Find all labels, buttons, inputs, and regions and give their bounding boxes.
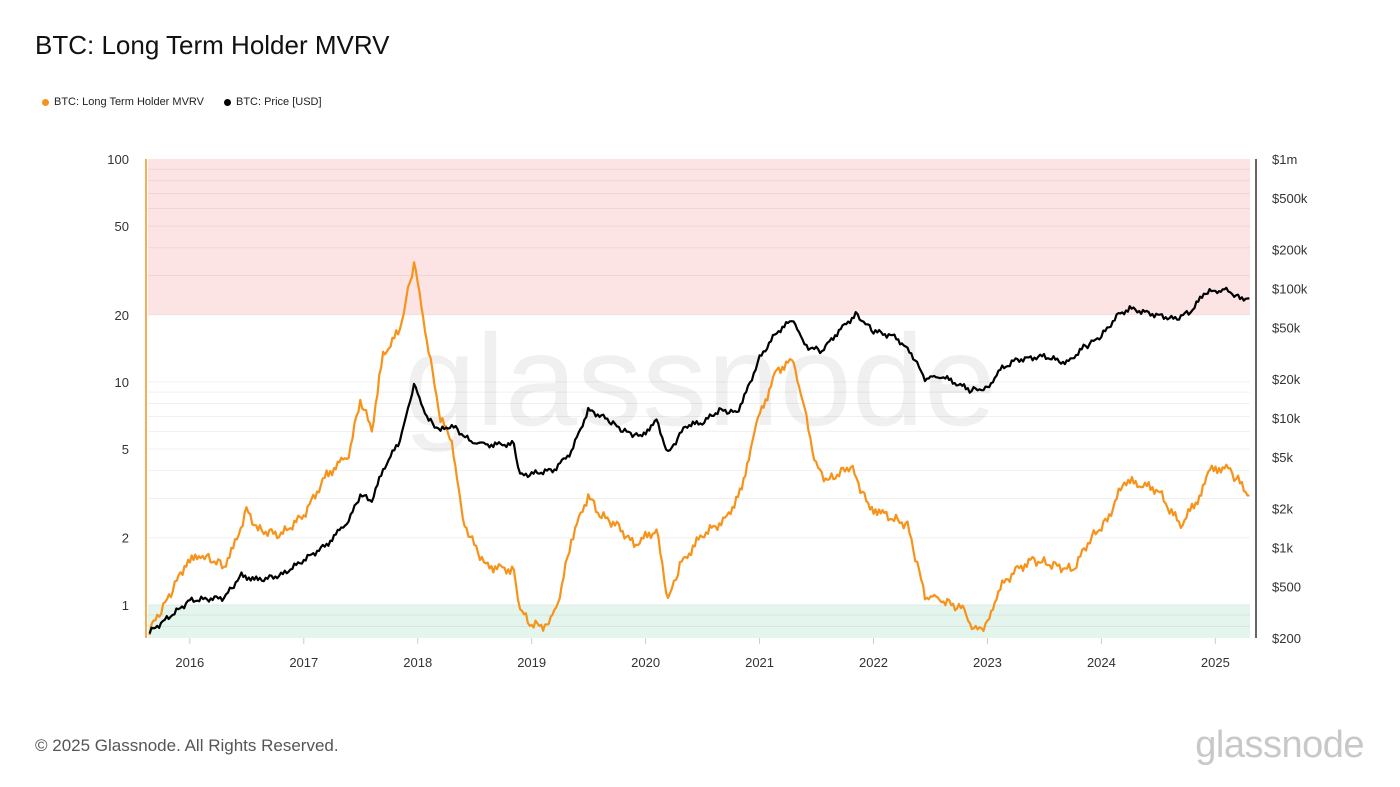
legend-label-price: BTC: Price [USD] <box>235 96 322 108</box>
x-tick-label: 2016 <box>175 655 204 670</box>
legend-dot-mvrv-icon <box>42 98 49 106</box>
x-tick-label: 2024 <box>1087 655 1116 670</box>
x-tick-label: 2019 <box>517 655 546 670</box>
right-tick-label: $50k <box>1272 320 1301 335</box>
legend: BTC: Long Term Holder MVRV BTC: Price [U… <box>42 96 322 108</box>
legend-label-mvrv: BTC: Long Term Holder MVRV <box>54 96 204 108</box>
right-tick-label: $1k <box>1272 540 1293 555</box>
right-tick-label: $5k <box>1272 450 1293 465</box>
legend-dot-price-icon <box>223 98 231 106</box>
right-tick-label: $1m <box>1272 152 1297 167</box>
watermark: glassnode <box>404 307 997 453</box>
x-tick-label: 2018 <box>403 655 432 670</box>
band-0 <box>148 159 1250 315</box>
legend-item-price[interactable]: BTC: Price [USD] <box>223 96 322 108</box>
copyright: © 2025 Glassnode. All Rights Reserved. <box>35 736 339 755</box>
right-tick-label: $200 <box>1272 631 1301 646</box>
left-tick-label: 20 <box>115 308 129 323</box>
right-tick-label: $2k <box>1272 502 1293 517</box>
x-tick-label: 2020 <box>631 655 660 670</box>
chart-title: BTC: Long Term Holder MVRV <box>35 30 390 60</box>
price-line <box>148 286 1250 634</box>
right-tick-label: $500 <box>1272 579 1301 594</box>
right-tick-label: $10k <box>1272 411 1301 426</box>
x-tick-label: 2025 <box>1201 655 1230 670</box>
glassnode-logo: glassnode <box>1195 724 1364 766</box>
x-tick-label: 2023 <box>973 655 1002 670</box>
right-tick-label: $20k <box>1272 372 1301 387</box>
right-tick-label: $200k <box>1272 243 1308 258</box>
left-tick-label: 1 <box>122 598 129 613</box>
band-1 <box>148 604 1250 638</box>
right-tick-label: $100k <box>1272 281 1308 296</box>
right-tick-label: $500k <box>1272 191 1308 206</box>
x-tick-label: 2017 <box>289 655 318 670</box>
left-tick-label: 50 <box>115 219 129 234</box>
x-tick-label: 2022 <box>859 655 888 670</box>
legend-item-mvrv[interactable]: BTC: Long Term Holder MVRV <box>42 96 204 108</box>
left-tick-label: 5 <box>122 442 129 457</box>
x-tick-label: 2021 <box>745 655 774 670</box>
mvrv-line <box>148 261 1250 636</box>
left-tick-label: 100 <box>107 152 129 167</box>
left-tick-label: 10 <box>115 375 129 390</box>
left-tick-label: 2 <box>122 531 129 546</box>
